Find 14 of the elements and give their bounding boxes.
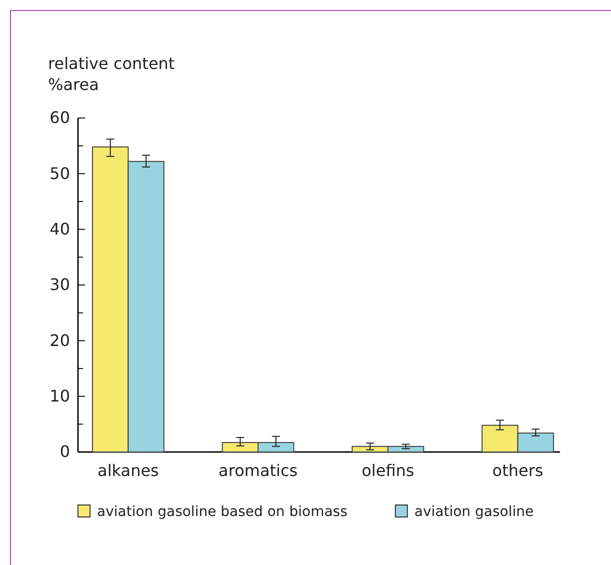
x-tick-label: alkanes <box>98 460 159 480</box>
y-tick-label: 0 <box>60 442 70 462</box>
legend-label: aviation gasoline based on biomass <box>97 504 348 520</box>
y-tick-label: 10 <box>50 386 70 406</box>
x-tick-label: aromatics <box>218 460 298 480</box>
y-tick-label: 30 <box>50 275 70 294</box>
x-tick-label: others <box>492 460 544 480</box>
y-tick-label: 60 <box>50 108 70 128</box>
y-tick-label: 40 <box>50 219 70 238</box>
y-tick-label: 20 <box>50 330 70 350</box>
legend-label: aviation gasoline <box>414 504 534 520</box>
x-tick-label: olefins <box>362 460 414 480</box>
y-tick-label: 50 <box>50 164 70 183</box>
y-axis-title: relative content %area <box>48 54 175 94</box>
